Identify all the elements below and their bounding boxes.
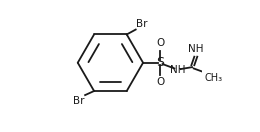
Text: NH: NH <box>188 44 204 54</box>
Text: Br: Br <box>73 96 85 106</box>
Text: S: S <box>156 56 164 69</box>
Text: Br: Br <box>136 19 147 29</box>
Text: O: O <box>156 77 164 87</box>
Text: CH₃: CH₃ <box>204 73 222 83</box>
Text: O: O <box>156 38 164 48</box>
Text: NH: NH <box>170 65 185 75</box>
